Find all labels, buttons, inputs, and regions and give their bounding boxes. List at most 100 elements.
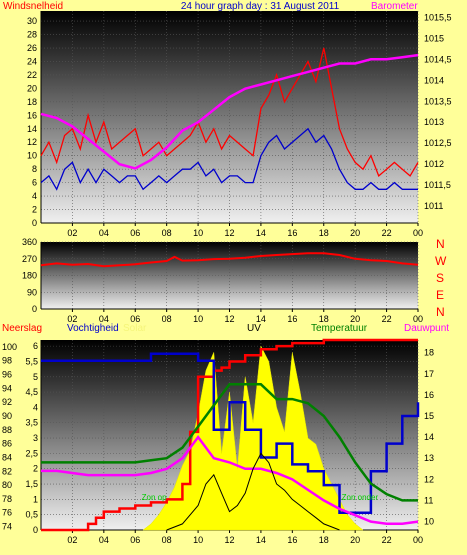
- y-right-tick-label: 1011: [424, 201, 443, 211]
- y-rain-tick-label: 4: [33, 402, 38, 412]
- y-temp-tick-label: 18: [424, 348, 434, 358]
- y-dir-tick-label: 270: [22, 254, 37, 264]
- legend-uv: UV: [247, 323, 261, 334]
- x-tick-label: 12: [224, 228, 234, 238]
- legend-dauwpunt: Dauwpunt: [404, 323, 449, 334]
- y-temp-tick-label: 16: [424, 390, 434, 400]
- y-rain-tick-label: 5,5: [25, 356, 38, 366]
- y-right-tick-label: 1013: [424, 117, 444, 127]
- y-rain-tick-label: 5: [33, 372, 38, 382]
- y-temp-tick-label: 13: [424, 453, 434, 463]
- x-tick-label: 14: [256, 535, 266, 545]
- x-tick-label: 08: [162, 314, 172, 324]
- panel1-series-line: [40, 53, 419, 170]
- x-tick-label: 00: [413, 228, 423, 238]
- x-tick-label: 08: [162, 228, 172, 238]
- x-tick-label: 18: [319, 535, 329, 545]
- series-uv: [166, 452, 340, 531]
- y-hum-tick-label: 84: [2, 452, 12, 462]
- x-tick-label: 06: [130, 314, 140, 324]
- y-left-tick-label: 20: [27, 83, 37, 93]
- y-left-tick-label: 2: [32, 205, 37, 215]
- x-tick-label: 14: [256, 314, 266, 324]
- x-tick-label: 22: [382, 314, 392, 324]
- y-left-tick-label: 30: [27, 16, 37, 26]
- series-dauwpunt: [41, 435, 419, 525]
- annotation-sunset: Zon onder: [342, 493, 379, 502]
- wind-direction-line: [40, 252, 419, 268]
- x-tick-label: 00: [413, 535, 423, 545]
- y-left-tick-label: 28: [27, 30, 37, 40]
- y-left-tick-label: 14: [27, 124, 37, 134]
- annotation-sunrise: Zon op: [142, 493, 167, 502]
- y-dir-tick-label: 180: [22, 271, 37, 281]
- x-tick-label: 16: [287, 228, 297, 238]
- x-tick-label: 18: [319, 228, 329, 238]
- y-rain-tick-label: 1: [33, 494, 38, 504]
- y-rain-tick-label: 4,5: [25, 387, 38, 397]
- x-tick-label: 20: [350, 535, 360, 545]
- y-temp-tick-label: 17: [424, 369, 434, 379]
- y-right-tick-label: 1014,5: [424, 54, 452, 64]
- y-left-tick-label: 26: [27, 43, 37, 53]
- x-tick-label: 06: [130, 535, 140, 545]
- compass-letters: N W S E N: [435, 237, 447, 319]
- y-rain-tick-label: 6: [33, 341, 38, 351]
- y-temp-tick-label: 14: [424, 432, 434, 442]
- y-right-tick-label: 1011,5: [424, 180, 451, 190]
- y-dir-tick-label: 0: [32, 304, 37, 314]
- y-left-tick-label: 16: [27, 110, 37, 120]
- y-hum-tick-label: 78: [2, 494, 12, 504]
- x-tick-label: 00: [413, 314, 423, 324]
- panel1-series-line: [40, 127, 418, 191]
- series-temperatuur: [41, 383, 418, 502]
- compass-w: W: [435, 254, 447, 268]
- x-tick-label: 22: [382, 535, 392, 545]
- y-rain-tick-label: 2,5: [25, 448, 38, 458]
- y-left-tick-label: 0: [32, 218, 37, 228]
- y-rain-tick-label: 0,5: [25, 510, 38, 520]
- x-tick-label: 02: [67, 228, 77, 238]
- y-right-tick-label: 1015,5: [424, 12, 452, 22]
- y-rain-tick-label: 3: [33, 433, 38, 443]
- y-left-tick-label: 10: [27, 151, 37, 161]
- x-tick-label: 22: [382, 228, 392, 238]
- compass-s: S: [436, 271, 444, 285]
- y-hum-tick-label: 98: [2, 356, 12, 366]
- y-hum-tick-label: 92: [2, 397, 12, 407]
- y-left-tick-label: 18: [27, 97, 37, 107]
- y-left-tick-label: 6: [32, 178, 37, 188]
- y-rain-tick-label: 0: [33, 525, 38, 535]
- y-dir-tick-label: 90: [27, 287, 37, 297]
- legend-temperatuur: Temperatuur: [311, 323, 368, 334]
- y-hum-tick-label: 76: [2, 508, 12, 518]
- y-rain-tick-label: 2: [33, 464, 38, 474]
- y-temp-tick-label: 11: [424, 495, 433, 505]
- x-tick-label: 04: [99, 228, 109, 238]
- series-vochtigheid: [41, 352, 420, 514]
- y-hum-tick-label: 90: [2, 411, 12, 421]
- y-left-tick-label: 22: [27, 70, 37, 80]
- x-tick-label: 20: [350, 228, 360, 238]
- y-temp-tick-label: 10: [424, 517, 434, 527]
- y-left-tick-label: 12: [27, 137, 37, 147]
- y-hum-tick-label: 96: [2, 370, 12, 380]
- x-tick-label: 04: [99, 535, 109, 545]
- panel1-right-label: Barometer: [371, 1, 418, 12]
- x-tick-label: 12: [224, 314, 234, 324]
- y-right-tick-label: 1012,5: [424, 138, 452, 148]
- x-tick-label: 02: [67, 314, 77, 324]
- compass-n2: N: [436, 305, 445, 319]
- y-hum-tick-label: 80: [2, 480, 12, 490]
- y-hum-tick-label: 82: [2, 466, 12, 476]
- x-tick-label: 14: [256, 228, 266, 238]
- y-left-tick-label: 8: [32, 164, 37, 174]
- y-rain-tick-label: 1,5: [25, 479, 38, 489]
- x-tick-label: 10: [193, 314, 203, 324]
- x-tick-label: 10: [193, 535, 203, 545]
- y-temp-tick-label: 12: [424, 474, 434, 484]
- y-right-tick-label: 1013,5: [424, 96, 452, 106]
- x-tick-label: 08: [162, 535, 172, 545]
